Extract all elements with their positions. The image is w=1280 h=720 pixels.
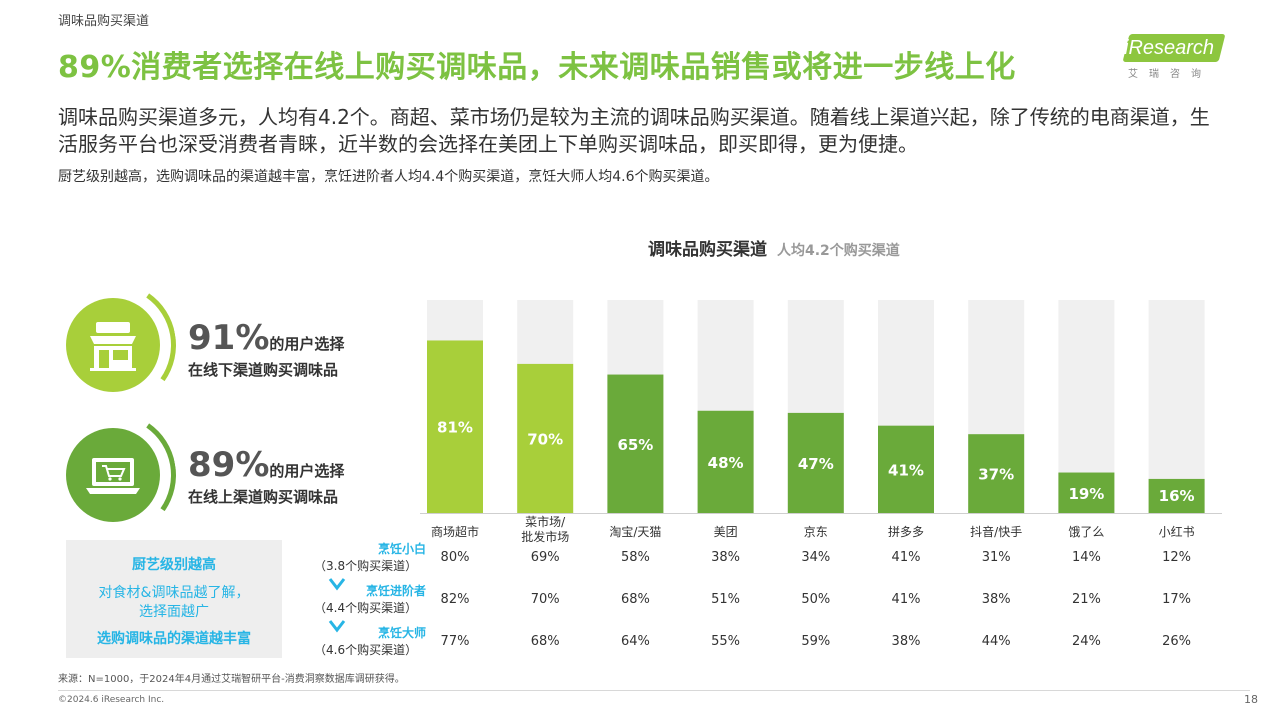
bar-value-label: 37% [978,466,1014,484]
bar-value-label: 48% [708,454,744,472]
bar [697,410,754,513]
table-cell: 51% [711,592,740,607]
page-number: 18 [1244,693,1258,706]
online-stat-tail: 的用户选择 [269,462,345,480]
chart-subtitle: 人均4.2个购买渠道 [777,242,900,259]
online-stat-caption: 在线上渠道购买调味品 [188,488,339,506]
bar [968,434,1025,513]
row-sub: （3.8个购买渠道） [314,559,418,573]
row-sub: （4.4个购买渠道） [314,601,418,615]
x-tick-label: 小红书 [1159,524,1195,539]
offline-stat-caption: 在线下渠道购买调味品 [188,361,339,379]
table-cell: 12% [1162,550,1191,565]
logo-subtitle: 艾瑞咨询 [1128,69,1212,80]
page-title: 89%消费者选择在线上购买调味品，未来调味品销售或将进一步线上化 [58,50,1016,85]
row-name: 烹饪大师 [377,626,426,640]
laptop-cart-icon [86,458,140,494]
panel-line-2: 对食材&调味品越了解， [98,585,250,601]
table-cell: 64% [621,634,650,649]
bar-value-label: 16% [1159,487,1195,505]
table-cell: 26% [1162,634,1191,649]
bar [878,425,934,513]
table-cell: 38% [892,634,921,649]
online-stat-value: 89%的用户选择 [188,445,345,485]
row-label-beginner: 烹饪小白 （3.8个购买渠道） [314,540,426,574]
row-label-intermediate: 烹饪进阶者 （4.4个购买渠道） [314,582,426,616]
x-tick-label: 商场超市 [431,524,479,539]
note-paragraph: 厨艺级别越高，选购调味品的渠道越丰富，烹饪进阶者人均4.4个购买渠道，烹饪大师人… [58,169,719,185]
bar-value-label: 70% [527,430,563,448]
bar-value-label: 19% [1068,485,1104,503]
x-tick-label: 抖音/快手 [970,524,1022,539]
offline-stat-circle [66,298,160,392]
logo-name: iResearch [1124,37,1215,59]
bar [787,412,844,513]
row-sub: （4.6个购买渠道） [314,643,418,657]
x-tick-label: 拼多多 [888,525,924,539]
bar-value-label: 47% [798,455,834,473]
panel-line-4: 选购调味品的渠道越丰富 [97,631,251,647]
table-cell: 44% [982,634,1011,649]
table-cell: 82% [441,592,470,607]
lead-paragraph: 调味品购买渠道多元，人均有4.2个。商超、菜市场仍是较为主流的调味品购买渠道。随… [58,105,1210,156]
bar-value-label: 81% [437,419,473,437]
table-cell: 21% [1072,592,1101,607]
breadcrumb: 调味品购买渠道 [58,14,150,29]
panel-line-1: 厨艺级别越高 [132,557,216,573]
table-cell: 70% [531,592,560,607]
table-cell: 34% [801,550,830,565]
chart-title: 调味品购买渠道 人均4.2个购买渠道 [648,239,900,260]
x-tick-label: 美团 [714,525,738,539]
bar-value-label: 41% [888,461,924,479]
table-cell: 68% [621,592,650,607]
table-cell: 59% [801,634,830,649]
table-cell: 38% [982,592,1011,607]
table-cell: 50% [801,592,830,607]
row-name: 烹饪进阶者 [365,584,426,598]
panel-line-3: 选择面越广 [139,604,209,620]
table-cell: 80% [441,550,470,565]
table-cell: 77% [441,634,470,649]
iresearch-logo: iResearch 艾瑞咨询 [1120,34,1230,80]
bar [517,363,574,513]
table-cell: 58% [621,550,650,565]
x-tick-label: 菜市场/ [525,514,566,529]
chevron-down-icon [328,578,346,591]
row-label-master: 烹饪大师 （4.6个购买渠道） [314,624,426,658]
x-tick-label: 批发市场 [521,529,569,544]
cooking-level-panel: 厨艺级别越高 对食材&调味品越了解， 选择面越广 选购调味品的渠道越丰富 [66,540,282,658]
table-cell: 69% [531,550,560,565]
online-stat-circle [66,428,160,522]
offline-stat-value: 91%的用户选择 [188,318,345,358]
table-cell: 68% [531,634,560,649]
copyright: ©2024.6 iResearch Inc. [58,695,165,705]
table-cell: 31% [982,550,1011,565]
shop-icon [90,322,136,371]
table-cell: 41% [892,592,921,607]
row-name: 烹饪小白 [377,542,426,556]
bar-value-label: 65% [617,436,653,454]
x-tick-label: 饿了么 [1068,525,1104,539]
bar [607,374,664,513]
table-cell: 38% [711,550,740,565]
footer-divider [58,690,1250,691]
source-note: 来源：N=1000，于2024年4月通过艾瑞智研平台-消费洞察数据库调研获得。 [58,674,405,685]
x-tick-label: 淘宝/天猫 [609,525,661,539]
bar-track [1148,300,1205,513]
bar [1058,472,1115,513]
chevron-down-icon [328,620,346,633]
table-cell: 24% [1072,634,1101,649]
bar [1148,478,1205,513]
table-cell: 41% [892,550,921,565]
offline-stat-tail: 的用户选择 [269,335,345,353]
table-cell: 55% [711,634,740,649]
table-cell: 14% [1072,550,1101,565]
x-tick-label: 京东 [804,525,828,539]
bar [427,340,483,513]
table-cell: 17% [1162,592,1191,607]
